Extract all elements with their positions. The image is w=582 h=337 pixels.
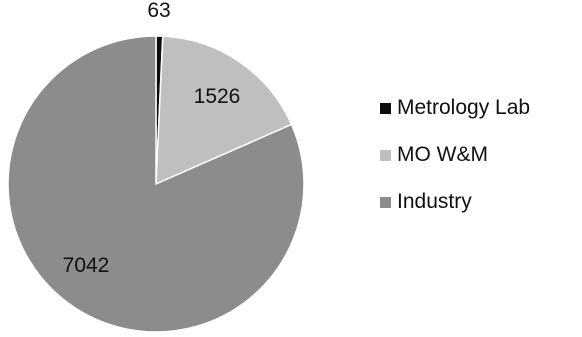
legend: Metrology Lab MO W&M Industry <box>380 96 530 237</box>
legend-item-metrology-lab: Metrology Lab <box>380 96 530 120</box>
legend-item-mo-wm: MO W&M <box>380 143 530 167</box>
pie-slice-industry <box>7 35 305 333</box>
legend-swatch-metrology-lab <box>380 102 391 114</box>
legend-item-industry: Industry <box>380 190 530 214</box>
legend-swatch-mo-wm <box>380 149 391 161</box>
legend-swatch-industry <box>380 196 391 208</box>
legend-label-metrology-lab: Metrology Lab <box>397 96 531 119</box>
data-label-industry: 7042 <box>63 254 110 277</box>
legend-label-mo-wm: MO W&M <box>397 143 488 166</box>
data-label-mo-wm: 1526 <box>194 85 241 108</box>
legend-label-industry: Industry <box>397 190 472 213</box>
pie-slice-mo-wm <box>155 35 293 186</box>
data-label-metrology-lab: 63 <box>147 0 170 22</box>
